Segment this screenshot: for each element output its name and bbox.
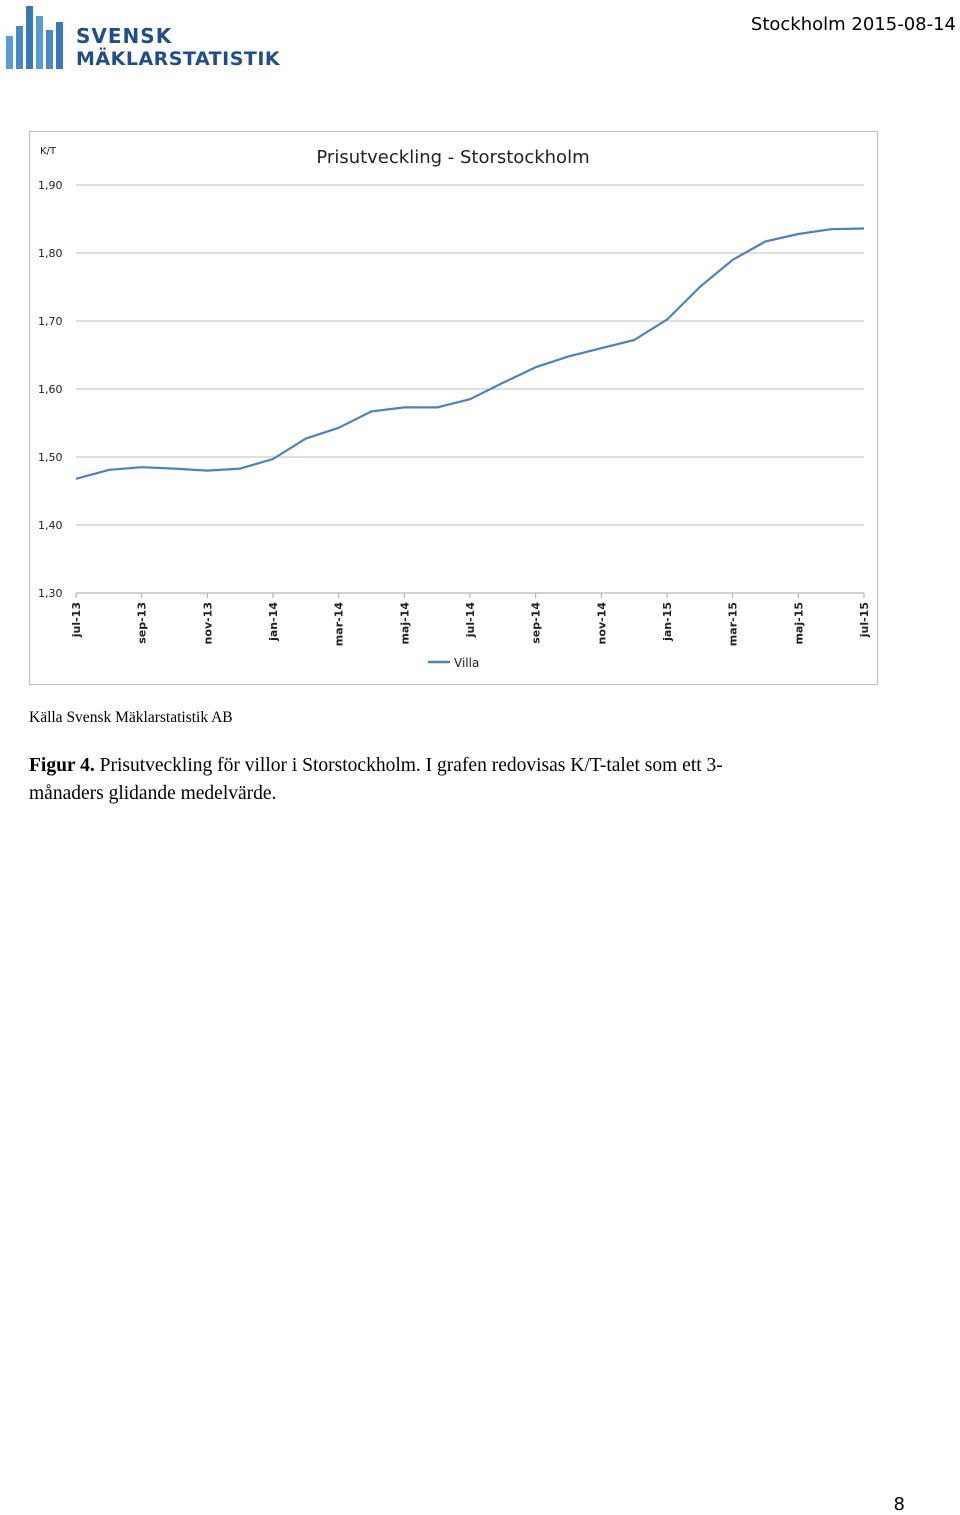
figure-label: Figur 4. [29,755,95,776]
y-tick-label: 1,70 [38,315,63,328]
page-number: 8 [893,1494,905,1515]
y-tick-label: 1,90 [38,179,63,192]
legend: Villa [428,656,479,670]
logo-bar [16,26,23,69]
x-tick-label: sep-14 [530,602,543,644]
x-tick-label: mar-15 [727,602,740,646]
x-tick-label: maj-15 [792,602,805,645]
company-logo: SVENSK MÄKLARSTATISTIK [6,6,280,72]
x-tick-label: nov-13 [201,602,214,644]
logo-bars-icon [6,6,63,69]
x-tick-label: jul-14 [464,602,477,639]
figure-caption-text: Prisutveckling för villor i Storstockhol… [29,755,723,804]
y-tick-label: 1,50 [38,451,63,464]
logo-text-line1: SVENSK [76,24,173,48]
x-tick-label: maj-14 [398,602,411,645]
x-axis-ticks: jul-13 sep-13 nov-13 jan-14 mar-14 maj-14 jul-… [70,593,871,646]
y-tick-label: 1,80 [38,247,63,260]
chart-title: Prisutveckling - Storstockholm [316,147,589,168]
logo-bar [36,16,43,69]
logo-bar [6,36,13,69]
logo-bar [46,30,53,69]
gridlines [76,184,864,594]
logo-text-line2: MÄKLARSTATISTIK [76,48,281,70]
series-line-villa [75,227,865,480]
figure-caption: Figur 4. Prisutveckling för villor i Sto… [29,752,789,808]
x-tick-label: jul-13 [70,602,83,638]
x-tick-label: sep-13 [136,602,149,644]
x-tick-label: mar-14 [333,602,346,647]
x-tick-label: jan-14 [267,602,280,642]
y-tick-label: 1,60 [38,383,63,396]
header-date: Stockholm 2015-08-14 [750,14,956,35]
x-tick-label: jan-15 [661,602,674,642]
series-lines [75,227,865,480]
legend-label-villa: Villa [454,656,479,670]
y-tick-label: 1,40 [38,519,63,532]
line-chart: Prisutveckling - Storstockholm K/T 1,301… [38,146,871,670]
x-tick-label: jul-15 [858,602,871,638]
y-axis-ticks: 1,30 1,40 1,50 1,60 1,70 1,80 1,90 [38,179,63,600]
x-tick-label: nov-14 [595,602,608,645]
y-tick-label: 1,30 [38,587,63,600]
logo-bar [26,6,33,69]
source-note: Källa Svensk Mäklarstatistik AB [29,709,233,726]
y-axis-label: K/T [40,146,57,157]
chart-container: Prisutveckling - Storstockholm K/T 1,30 1… [29,131,878,685]
logo-bar [56,22,63,69]
